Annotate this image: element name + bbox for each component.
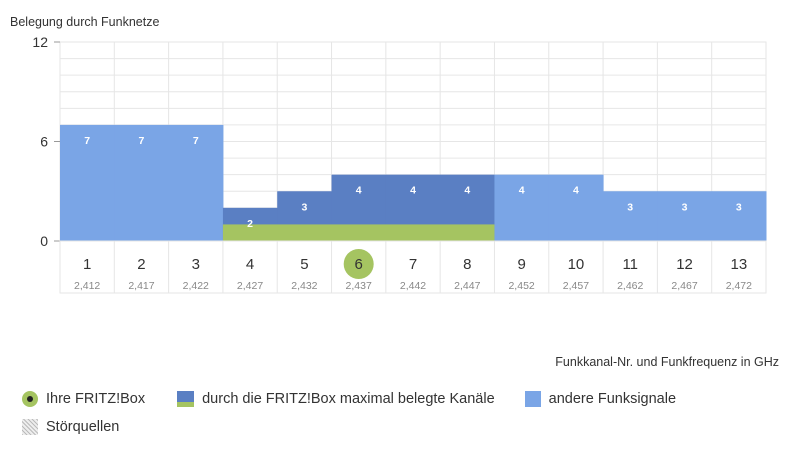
legend-label: Ihre FRITZ!Box bbox=[46, 391, 146, 407]
x-tick-label: 7 bbox=[409, 256, 417, 273]
bar-ch-2 bbox=[114, 124, 170, 241]
x-tick-label: 4 bbox=[246, 256, 254, 273]
frequency-label: 2,467 bbox=[671, 280, 697, 292]
frequency-label: 2,412 bbox=[74, 280, 100, 292]
fritzbox-dot-icon bbox=[22, 391, 38, 407]
fritzbox-channels-swatch-icon bbox=[177, 391, 195, 407]
bar-ch-9 bbox=[494, 174, 550, 241]
frequency-label: 2,462 bbox=[617, 280, 643, 292]
interference-swatch-icon bbox=[22, 419, 38, 435]
bar-ch-1 bbox=[60, 124, 115, 241]
frequency-label: 2,422 bbox=[183, 280, 209, 292]
frequency-label: 2,472 bbox=[726, 280, 752, 292]
frequency-label: 2,447 bbox=[454, 280, 480, 292]
x-tick-label: 5 bbox=[300, 256, 308, 273]
y-axis-title: Belegung durch Funknetze bbox=[10, 15, 160, 29]
bar-ch-11 bbox=[603, 191, 658, 241]
legend-item-fritzbox-channels[interactable]: durch die FRITZ!Box maximal belegte Kanä… bbox=[177, 391, 495, 407]
x-tick-label: 10 bbox=[568, 256, 585, 273]
y-tick-label: 12 bbox=[32, 34, 48, 50]
legend-label: durch die FRITZ!Box maximal belegte Kanä… bbox=[202, 391, 495, 407]
bar-ch-12 bbox=[657, 191, 713, 241]
legend: Ihre FRITZ!Box durch die FRITZ!Box maxim… bbox=[22, 388, 676, 444]
frequency-label: 2,457 bbox=[563, 280, 589, 292]
x-tick-label: 1 bbox=[83, 256, 91, 273]
x-tick-label: 12 bbox=[676, 256, 693, 273]
fritzbox-band bbox=[222, 224, 495, 241]
selected-channel-marker bbox=[343, 249, 374, 279]
x-tick-label: 8 bbox=[463, 256, 471, 273]
value-label: 4 bbox=[519, 185, 525, 197]
legend-label: andere Funksignale bbox=[548, 391, 677, 407]
legend-item-interference[interactable]: Störquellen bbox=[22, 419, 119, 435]
value-label: 4 bbox=[573, 185, 579, 197]
legend-item-fritzbox[interactable]: Ihre FRITZ!Box bbox=[22, 391, 145, 407]
x-tick-label: 11 bbox=[622, 256, 638, 273]
bar-ch-13 bbox=[711, 191, 767, 241]
x-tick-label: 9 bbox=[517, 256, 525, 273]
bar-ch-10 bbox=[548, 174, 604, 241]
other-signals-swatch-icon bbox=[524, 391, 541, 407]
x-tick-label: 3 bbox=[192, 256, 200, 273]
x-tick-label: 2 bbox=[137, 256, 145, 273]
frequency-label: 2,442 bbox=[400, 280, 426, 292]
frequency-label: 2,417 bbox=[128, 280, 154, 292]
y-tick-label: 6 bbox=[40, 134, 48, 150]
value-label: 3 bbox=[301, 201, 307, 213]
x-tick-label: 6 bbox=[355, 256, 363, 273]
value-label: 4 bbox=[464, 185, 470, 197]
value-label: 7 bbox=[84, 135, 90, 147]
channel-occupancy-chart: 0 6 12 7 7 7 2 3 4 4 4 4 4 3 3 3 1 2,412 2 2,417 3 2,422 4 2,42… bbox=[32, 34, 767, 294]
x-tick-label: 13 bbox=[731, 256, 748, 273]
x-axis-box bbox=[59, 240, 767, 294]
frequency-label: 2,427 bbox=[237, 280, 263, 292]
frequency-label: 2,452 bbox=[508, 280, 534, 292]
value-label: 7 bbox=[193, 135, 199, 147]
value-label: 7 bbox=[139, 135, 145, 147]
value-label: 4 bbox=[410, 185, 416, 197]
legend-item-other-signals[interactable]: andere Funksignale bbox=[524, 391, 677, 407]
value-label: 4 bbox=[356, 185, 362, 197]
x-axis-title: Funkkanal-Nr. und Funkfrequenz in GHz bbox=[555, 355, 779, 369]
value-label: 2 bbox=[247, 218, 253, 230]
value-label: 3 bbox=[627, 201, 633, 213]
y-tick-label: 0 bbox=[40, 233, 48, 249]
frequency-label: 2,437 bbox=[346, 280, 372, 292]
value-label: 3 bbox=[736, 201, 742, 213]
legend-label: Störquellen bbox=[46, 419, 120, 435]
frequency-label: 2,432 bbox=[291, 280, 317, 292]
value-label: 3 bbox=[682, 201, 688, 213]
bar-ch-3 bbox=[168, 124, 224, 241]
